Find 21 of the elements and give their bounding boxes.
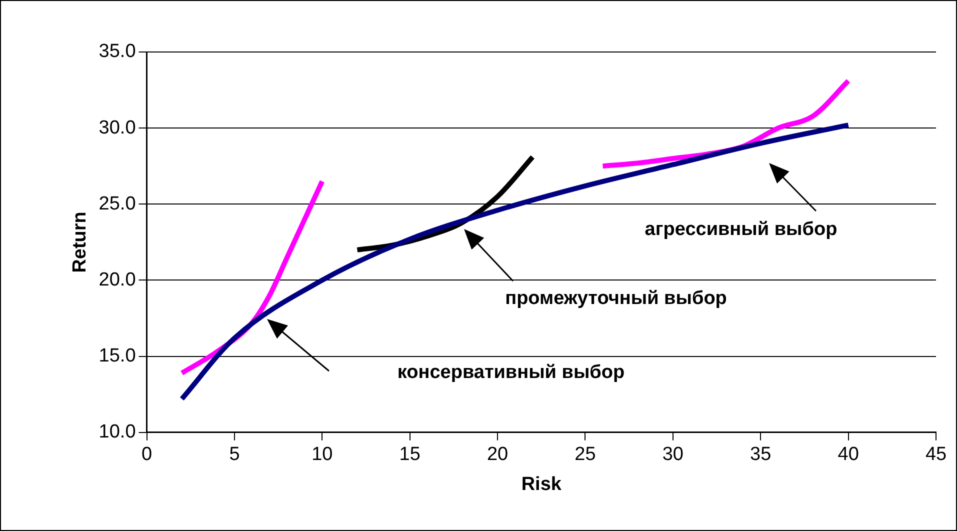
y-axis-title: Return bbox=[70, 212, 91, 273]
x-tick-label: 20 bbox=[486, 444, 508, 466]
y-tick-label: 20.0 bbox=[98, 269, 136, 290]
y-tick-label: 35.0 bbox=[98, 41, 136, 62]
x-tick-label: 30 bbox=[662, 444, 684, 466]
annotation: промежуточный выбор bbox=[505, 288, 727, 310]
x-tick-label: 15 bbox=[399, 444, 420, 466]
y-tick-label: 15.0 bbox=[98, 346, 136, 367]
x-tick-label: 5 bbox=[229, 444, 240, 466]
x-tick-label: 35 bbox=[750, 444, 772, 466]
y-tick-label: 10.0 bbox=[98, 422, 136, 443]
x-tick-label: 40 bbox=[838, 444, 859, 466]
annotation: агрессивный выбор bbox=[644, 219, 838, 241]
y-tick-label: 30.0 bbox=[98, 117, 136, 138]
y-tick-label: 25.0 bbox=[98, 193, 136, 214]
x-tick-label: 45 bbox=[925, 444, 947, 466]
x-axis-title: Risk bbox=[521, 474, 562, 495]
x-tick-label: 10 bbox=[312, 444, 333, 466]
annotation: консервативный выбор bbox=[397, 362, 625, 384]
x-tick-label: 0 bbox=[141, 444, 152, 466]
x-tick-label: 25 bbox=[574, 444, 596, 466]
